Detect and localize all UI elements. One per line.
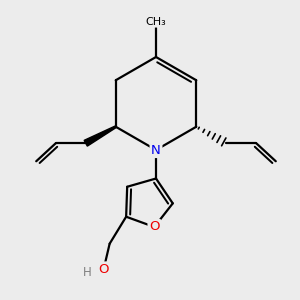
Text: H: H <box>83 266 92 279</box>
Text: O: O <box>98 263 109 276</box>
Text: CH₃: CH₃ <box>146 17 167 27</box>
Text: N: N <box>151 143 161 157</box>
Text: O: O <box>149 220 160 233</box>
Polygon shape <box>84 126 116 146</box>
